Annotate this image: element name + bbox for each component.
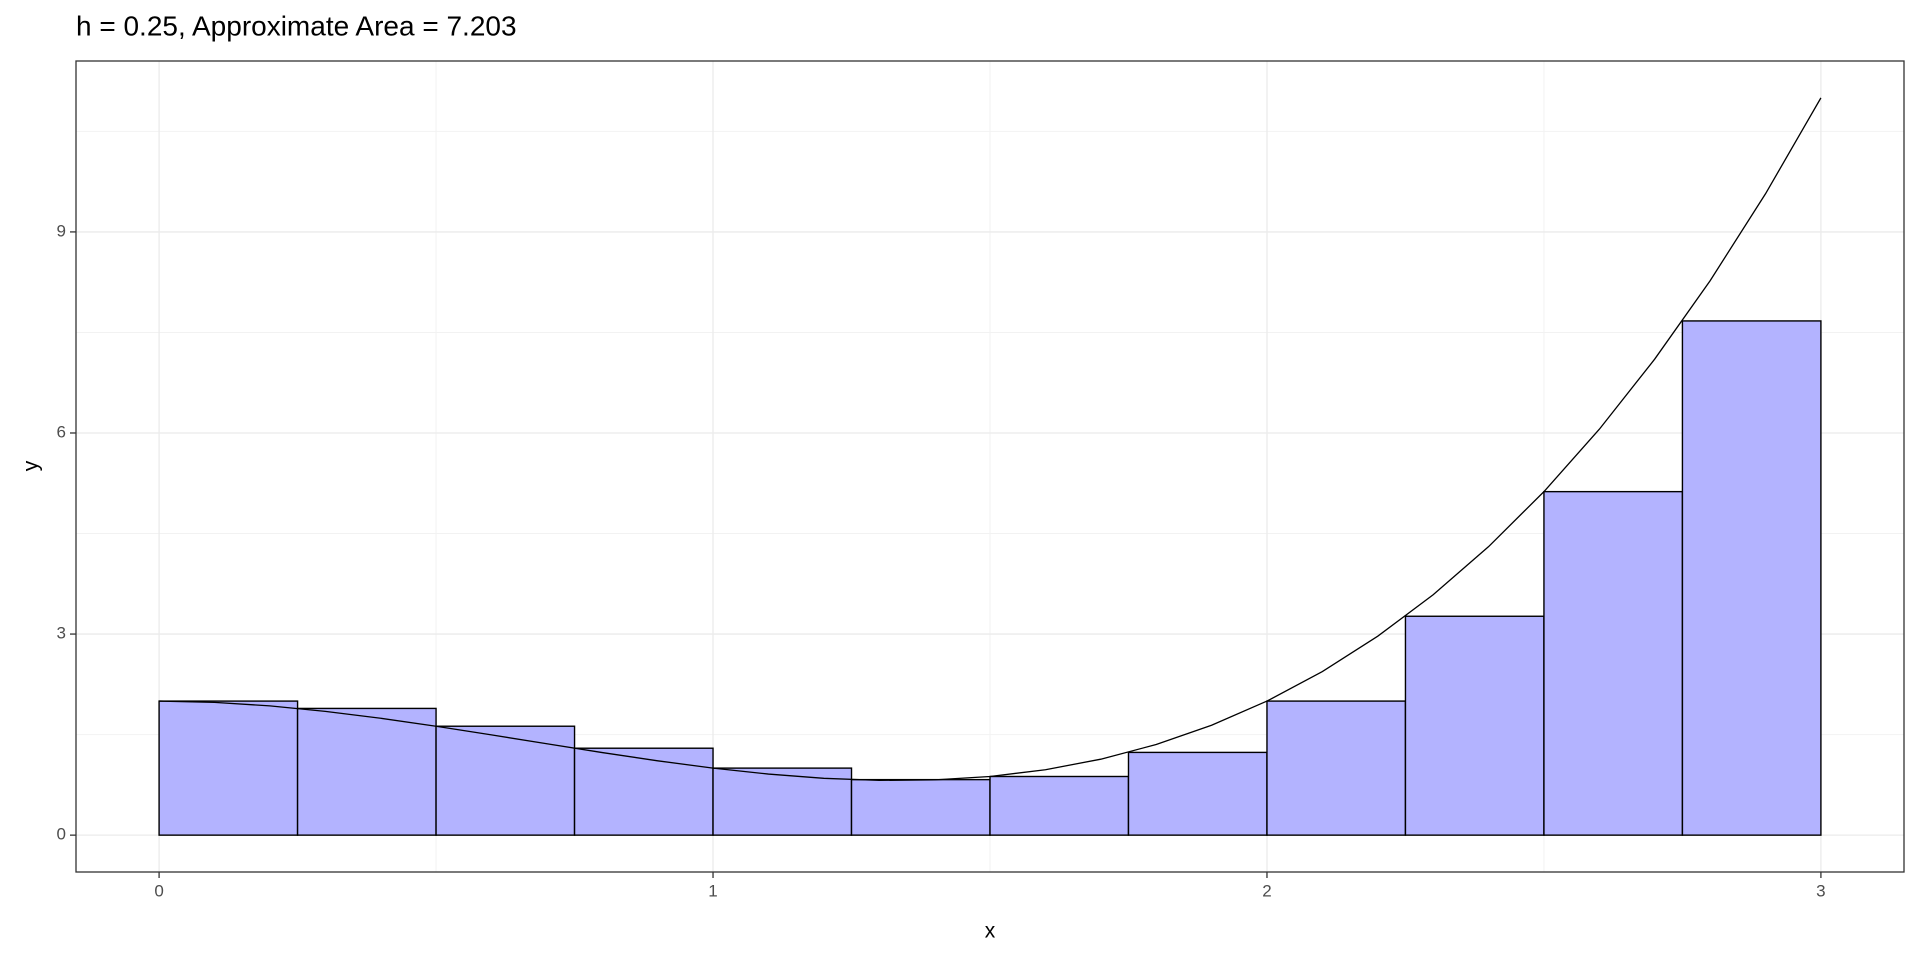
x-tick-label: 1 [708, 881, 717, 900]
bar [296, 707, 437, 836]
panel-border [75, 60, 1905, 873]
y-tick-label: 3 [57, 624, 66, 643]
y-tick-label: 0 [57, 825, 66, 844]
bar [435, 725, 576, 836]
x-tick-label: 0 [154, 881, 163, 900]
curve [159, 97, 1822, 782]
y-tick-label: 6 [57, 422, 66, 441]
bar [1681, 320, 1822, 836]
bar [1404, 615, 1545, 836]
x-tick-label: 3 [1816, 881, 1825, 900]
bar [712, 767, 853, 836]
x-tick-label: 2 [1262, 881, 1271, 900]
x-axis-label: x [985, 920, 996, 943]
bar [158, 700, 299, 836]
y-tick-label: 9 [57, 221, 66, 240]
y-axis-label: y [20, 460, 43, 471]
bar [573, 747, 714, 836]
bar [1127, 751, 1268, 836]
bar [1266, 700, 1407, 836]
bar [850, 778, 991, 836]
bar [1543, 490, 1684, 836]
chart-title: h = 0.25, Approximate Area = 7.203 [76, 10, 517, 41]
bar [989, 775, 1130, 836]
